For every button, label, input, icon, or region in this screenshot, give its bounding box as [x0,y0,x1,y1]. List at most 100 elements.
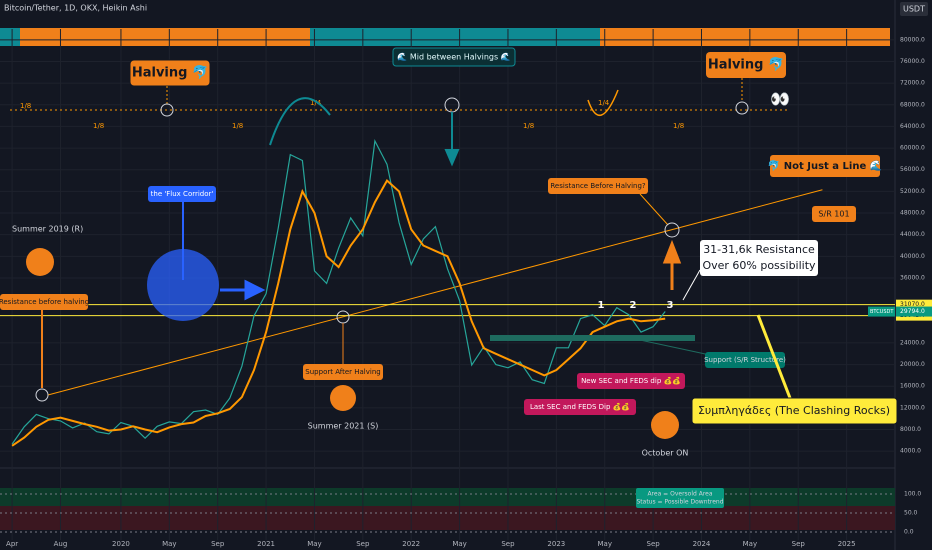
x-tick-label: Sep [356,540,370,548]
arrow [269,97,331,146]
y-tick-label: 4000.0 [900,448,921,455]
annotation: Support After Halving [305,368,380,376]
support-zone [490,335,695,341]
fib-label: 1/8 [20,102,31,110]
fib-label: 1/8 [232,122,243,130]
indicator-status: Area = Oversold Area [647,491,712,498]
x-tick-label: 2024 [693,540,711,548]
series-line [11,179,666,447]
x-tick-label: 2021 [257,540,275,548]
x-tick-label: May [452,540,466,548]
annotation: Halving 🐬 [132,64,208,81]
x-tick-label: 2020 [112,540,130,548]
marker [160,103,174,117]
marker [735,101,749,115]
indicator-tick-label: 0.0 [904,529,914,536]
x-tick-label: May [162,540,176,548]
annotation: New SEC and FEDS dip 💰💰 [581,376,681,385]
x-tick-label: Sep [211,540,225,548]
annotation: Summer 2019 (R) [12,225,83,234]
indicator-status: Status = Possible Downtrend [636,499,723,506]
annotation: Summer 2021 (S) [308,422,379,431]
x-tick-label: Aug [54,540,68,548]
fib-label: 1/4 [310,99,322,107]
symbol-tag [868,306,895,317]
arrow [444,112,460,167]
y-unit: USDT [903,5,925,14]
y-tick-label: 80000.0 [900,36,925,43]
cycle-band [310,28,600,46]
x-tick-label: Sep [647,540,661,548]
annotation-box [548,178,648,194]
y-tick-label: 20000.0 [900,361,925,368]
annotation-box [148,186,216,202]
x-tick-label: May [597,540,611,548]
y-tick-label: 16000.0 [900,383,925,390]
annotation-box [129,59,211,87]
y-tick-label: 48000.0 [900,210,925,217]
annotation: 👀 [770,90,790,109]
icon [330,385,356,411]
arrow [220,279,266,301]
annotation: 🌊 Mid between Halvings 🌊 [397,52,510,62]
annotation-box [691,397,898,425]
chart-title: Bitcoin/Tether, 1D, OKX, Heikin Ashi [4,4,147,13]
connector [756,314,792,399]
annotation-box [524,399,636,415]
trendline [48,189,823,396]
annotation: Halving 🐬 [708,56,784,73]
y-tick-label: 8000.0 [900,426,921,433]
indicator-status-box [636,488,724,508]
x-tick-label: 2022 [402,540,420,548]
icon [651,411,679,439]
callout: Over 60% possibility [702,259,816,272]
annotation-box [303,364,383,380]
cycle-band [600,28,890,46]
annotation-box [705,352,785,368]
x-tick-label: Sep [501,540,515,548]
y-tick-label: 52000.0 [900,188,925,195]
annotation: Resistance Before Halving? [550,182,646,190]
x-tick-label: 2025 [838,540,856,548]
annotation: 🐬 Not Just a Line 🌊 [768,159,882,172]
x-tick-label: Sep [792,540,806,548]
indicator-tick-label: 100.0 [904,491,921,498]
x-tick-label: May [307,540,321,548]
symbol-label: BTCUSDT [870,309,894,315]
annotation-box [706,52,786,78]
y-tick-label: 56000.0 [900,166,925,173]
connector [639,193,669,226]
indicator-zone [0,488,895,506]
annotations: 1/8 1/8 1/8 1/4 1/8 1/4 1/8 Halving 🐬 Ha… [0,47,898,508]
y-tick-label: 60000.0 [900,145,925,152]
callout-box [700,240,818,276]
level-tag [896,299,932,310]
y-tick-label: 72000.0 [900,80,925,87]
x-tick-label: Apr [6,540,18,548]
connector [639,339,711,356]
plot: 4000.0 8000.0 12000.0 16000.0 20000.0 24000.0… [0,29,932,548]
fib-label: 1/8 [523,122,534,130]
wave-label: 3 [667,300,674,311]
arrow [587,89,619,117]
flux-circle [147,249,219,321]
annotation: Support (S/R Structure) [704,356,786,364]
y-tick-label: 40000.0 [900,253,925,260]
y-tick-label: 12000.0 [900,404,925,411]
annotation: October ON [642,449,689,458]
y-tick-label: 76000.0 [900,58,925,65]
annotation-box [812,206,856,222]
cycle-band [0,28,20,46]
annotation-box [770,155,880,177]
callout: 31-31,6k Resistance [703,243,815,256]
arrow [662,239,682,290]
connector [682,269,701,301]
annotation-box [577,373,685,389]
indicator-tick-label: 50.0 [904,510,918,517]
annotation: S/R 101 [818,210,849,219]
annotation: Resistance before halving [0,298,89,306]
fib-label: 1/8 [93,122,104,130]
cycle-band [20,28,310,46]
x-tick-label: 2023 [547,540,565,548]
